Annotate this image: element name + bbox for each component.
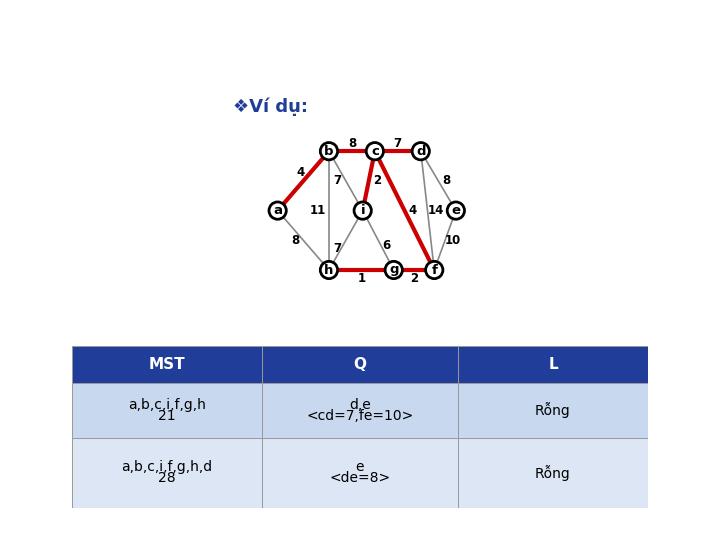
Circle shape — [447, 202, 464, 219]
Text: g: g — [389, 264, 398, 276]
Circle shape — [320, 261, 338, 279]
Text: a,b,c,i,f,g,h: a,b,c,i,f,g,h — [128, 398, 206, 411]
Circle shape — [385, 261, 402, 279]
Circle shape — [354, 202, 372, 219]
Text: 8: 8 — [291, 234, 300, 247]
Text: 2: 2 — [373, 174, 381, 187]
Text: Thuật toán Dijkstra-Prim: Thuật toán Dijkstra-Prim — [192, 18, 644, 52]
Text: 7: 7 — [394, 137, 402, 150]
Text: ❖Ví dụ:: ❖Ví dụ: — [233, 97, 308, 116]
Text: a: a — [273, 204, 282, 217]
Text: 4: 4 — [297, 166, 305, 179]
Text: f: f — [431, 264, 437, 276]
Text: 8: 8 — [348, 137, 356, 150]
FancyBboxPatch shape — [458, 383, 648, 438]
Text: e: e — [451, 204, 460, 217]
Text: Q: Q — [354, 357, 366, 372]
Text: d,e: d,e — [349, 398, 371, 411]
Text: a,b,c,i,f,g,h,d: a,b,c,i,f,g,h,d — [122, 460, 212, 474]
Circle shape — [412, 143, 429, 160]
Text: HOA SEN: HOA SEN — [39, 22, 91, 32]
Text: 7: 7 — [333, 174, 342, 187]
Text: 7: 7 — [333, 242, 342, 255]
Text: <cd=7,fe=10>: <cd=7,fe=10> — [307, 409, 413, 423]
Circle shape — [320, 143, 338, 160]
FancyBboxPatch shape — [72, 346, 262, 383]
Text: 10: 10 — [445, 234, 462, 247]
FancyBboxPatch shape — [262, 438, 458, 508]
FancyBboxPatch shape — [458, 346, 648, 383]
Text: 8: 8 — [442, 174, 451, 187]
Circle shape — [366, 143, 384, 160]
Text: <de=8>: <de=8> — [330, 471, 390, 485]
Text: 28: 28 — [158, 471, 176, 485]
Text: Rỗng: Rỗng — [535, 465, 571, 481]
Text: 11: 11 — [310, 204, 326, 217]
Circle shape — [426, 261, 443, 279]
Text: 14: 14 — [428, 204, 444, 217]
FancyBboxPatch shape — [262, 383, 458, 438]
Text: 6: 6 — [382, 239, 390, 252]
FancyBboxPatch shape — [72, 383, 262, 438]
Text: i: i — [361, 204, 365, 217]
Text: L: L — [548, 357, 558, 372]
Text: d: d — [416, 145, 426, 158]
Text: MST: MST — [149, 357, 185, 372]
FancyBboxPatch shape — [458, 438, 648, 508]
Text: e: e — [356, 460, 364, 474]
Text: h: h — [324, 264, 333, 276]
Text: 4: 4 — [408, 204, 417, 217]
Text: UNIVERSITY: UNIVERSITY — [38, 41, 91, 50]
Text: 2: 2 — [410, 272, 418, 285]
FancyBboxPatch shape — [72, 438, 262, 508]
Text: 1: 1 — [357, 272, 366, 285]
Text: Rỗng: Rỗng — [535, 402, 571, 418]
Text: 21: 21 — [158, 409, 176, 423]
Circle shape — [269, 202, 287, 219]
Text: c: c — [371, 145, 379, 158]
Text: b: b — [324, 145, 333, 158]
FancyBboxPatch shape — [262, 346, 458, 383]
